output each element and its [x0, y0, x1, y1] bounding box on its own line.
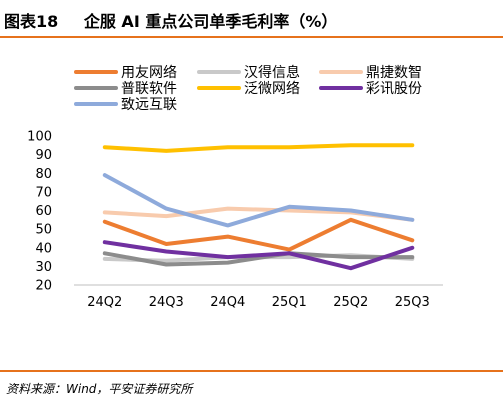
legend-label: 彩讯股份	[366, 81, 422, 97]
x-tick-label: 24Q3	[149, 295, 184, 310]
y-tick-label: 50	[35, 223, 52, 238]
legend-label: 汉得信息	[244, 64, 300, 81]
source-note: 资料来源：Wind，平安证券研究所	[6, 382, 193, 396]
x-tick-label: 24Q2	[87, 295, 122, 310]
chart-title: 企服 AI 重点公司单季毛利率（%）	[83, 12, 338, 31]
title-divider	[0, 36, 503, 38]
x-tick-label: 25Q3	[395, 295, 430, 310]
y-axis: 20 30 40 50 60 70 80 90 100	[27, 130, 52, 294]
plot-area	[102, 143, 415, 271]
legend-label: 泛微网络	[244, 81, 300, 97]
legend-label: 致远互联	[121, 97, 177, 113]
y-tick-label: 100	[27, 130, 52, 145]
source-divider	[0, 370, 503, 372]
y-tick-label: 90	[35, 148, 52, 163]
y-tick-label: 80	[35, 167, 52, 182]
y-tick-label: 60	[35, 204, 52, 219]
legend-label: 普联软件	[121, 81, 177, 97]
series-line	[102, 240, 415, 271]
series-line	[102, 217, 415, 252]
x-tick-label: 24Q4	[210, 295, 245, 310]
series-line	[102, 173, 415, 228]
series-line	[102, 143, 415, 153]
figure-number: 图表18	[4, 12, 59, 31]
y-tick-label: 30	[35, 260, 52, 275]
legend-label: 鼎捷数智	[366, 65, 422, 81]
x-tick-label: 25Q2	[333, 295, 368, 310]
y-tick-label: 40	[35, 241, 52, 256]
y-tick-label: 20	[35, 279, 52, 294]
figure-title-row: 图表18 企服 AI 重点公司单季毛利率（%）	[4, 8, 499, 32]
y-tick-label: 70	[35, 185, 52, 200]
series-line	[102, 251, 415, 267]
legend-label: 用友网络	[121, 65, 177, 81]
x-tick-label: 25Q1	[272, 295, 307, 310]
x-axis: 24Q2 24Q3 24Q4 25Q1 25Q2 25Q3	[74, 284, 443, 310]
